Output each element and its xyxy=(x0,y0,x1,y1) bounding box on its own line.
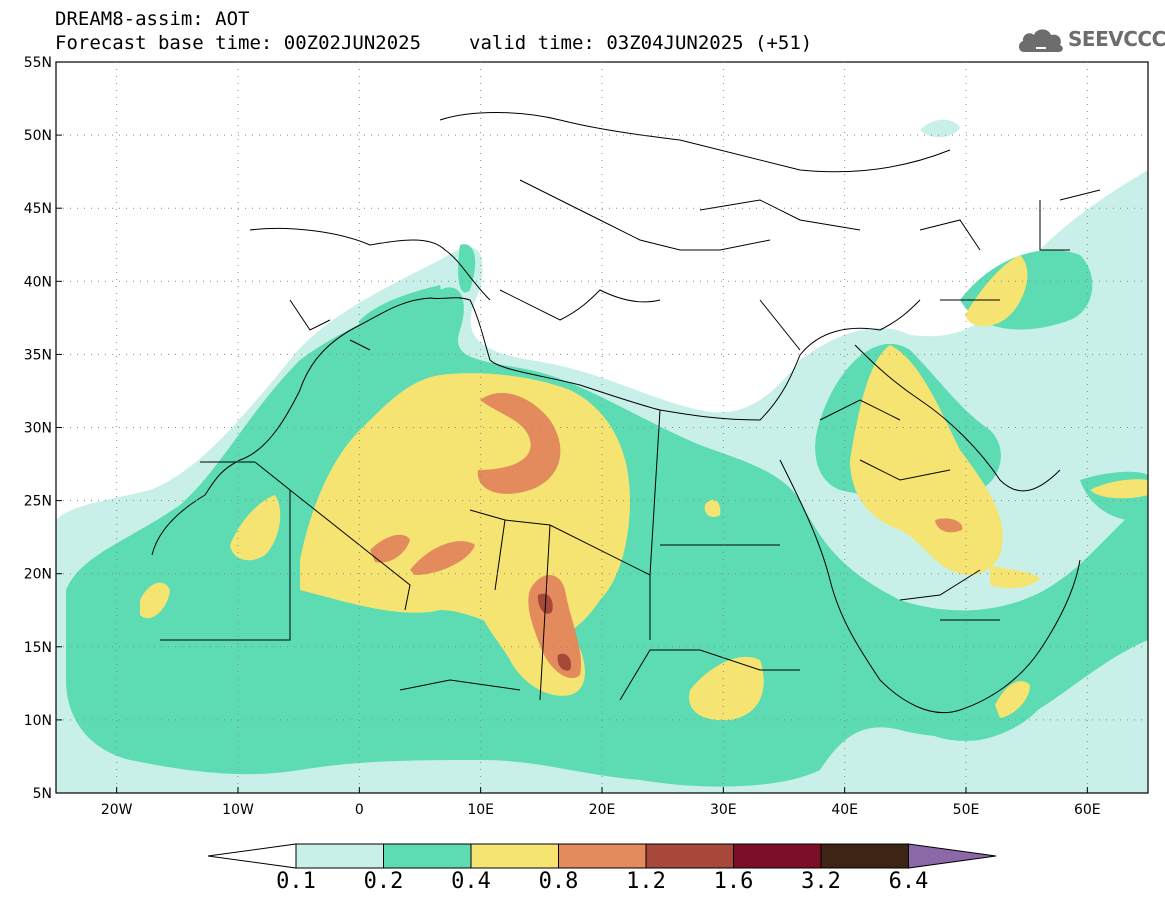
lon-label: 10W xyxy=(222,802,254,818)
lon-label: 0 xyxy=(355,802,364,818)
seevccc-logo: SEEVCCC xyxy=(1016,24,1165,56)
longitude-labels: 20W 10W 0 10E 20E 30E 40E 50E 60E xyxy=(101,802,1101,818)
lat-label: 5N xyxy=(33,786,52,802)
colorbar-min-arrow xyxy=(207,843,297,869)
logo-text: SEEVCCC xyxy=(1068,27,1165,51)
time-line: Forecast base time: 00Z02JUN2025 valid ti… xyxy=(55,32,812,54)
colorbar-label: 0.2 xyxy=(363,869,404,894)
lat-label: 10N xyxy=(24,713,52,729)
colorbar-label: 0.8 xyxy=(538,869,579,894)
lat-label: 20N xyxy=(24,567,52,583)
colorbar-max-arrow xyxy=(908,843,997,869)
lat-label: 40N xyxy=(24,274,52,290)
colorbar-box xyxy=(558,843,647,869)
product-title: DREAM8-assim: AOT xyxy=(55,8,250,30)
colorbar-label: 1.6 xyxy=(713,869,754,894)
graticule-grid xyxy=(56,61,1148,794)
lat-label: 15N xyxy=(24,640,52,656)
lon-label: 10E xyxy=(467,802,494,818)
colorbar-box xyxy=(383,843,472,869)
cloud-icon xyxy=(1018,29,1063,53)
colorbar-label: 1.2 xyxy=(626,869,666,894)
valid-time: valid time: 03Z04JUN2025 (+51) xyxy=(469,32,813,54)
colorbar-label: 0.4 xyxy=(451,869,491,894)
lat-label: 25N xyxy=(24,494,52,510)
lat-label: 55N xyxy=(24,55,52,71)
colorbar-label: 6.4 xyxy=(888,869,929,894)
lon-label: 20W xyxy=(101,802,133,818)
country-borders xyxy=(151,112,1101,714)
lat-label: 50N xyxy=(24,128,52,144)
lat-label: 35N xyxy=(24,347,52,363)
colorbar-box xyxy=(645,843,734,869)
latitude-labels: 5N 10N 15N 20N 25N 30N 35N 40N 45N 50N 55N xyxy=(24,55,52,802)
lon-label: 60E xyxy=(1074,802,1101,818)
lon-label: 40E xyxy=(831,802,858,818)
colorbar-box xyxy=(470,843,559,869)
lat-label: 30N xyxy=(24,421,52,437)
colorbar-label: 0.1 xyxy=(276,869,316,894)
lat-label: 45N xyxy=(24,201,52,217)
lon-label: 30E xyxy=(710,802,737,818)
colorbar-box xyxy=(733,843,822,869)
lon-label: 50E xyxy=(953,802,980,818)
colorbar-box xyxy=(820,843,909,869)
lon-label: 20E xyxy=(589,802,616,818)
colorbar xyxy=(207,843,997,869)
base-time: Forecast base time: 00Z02JUN2025 xyxy=(55,32,422,54)
colorbar-box xyxy=(295,843,384,869)
colorbar-label: 3.2 xyxy=(801,869,841,894)
